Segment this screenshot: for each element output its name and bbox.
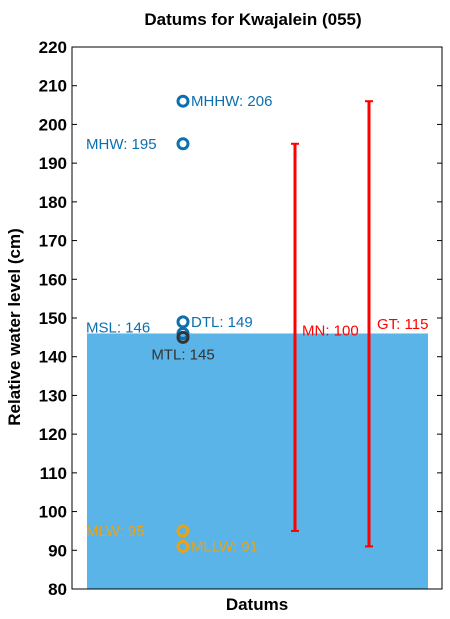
y-tick-label: 200 xyxy=(39,115,67,134)
y-tick-label: 190 xyxy=(39,154,67,173)
range-label-gt: GT: 115 xyxy=(377,316,428,333)
y-tick-label: 180 xyxy=(39,193,67,212)
datum-point-mhhw xyxy=(176,94,190,108)
y-tick-label: 210 xyxy=(39,77,67,96)
y-tick-label: 220 xyxy=(39,38,67,57)
y-axis-ticks: 80 90 100 110 120 130 140 150 160 170 180 190 200 210… xyxy=(39,38,442,599)
y-tick-label: 150 xyxy=(39,309,67,328)
datum-point-mhw xyxy=(176,137,190,151)
datum-point-dtl xyxy=(176,315,190,329)
y-tick-label: 170 xyxy=(39,232,67,251)
datum-label-mllw: MLLW: 91 xyxy=(191,538,258,555)
datum-point-mtl xyxy=(176,330,190,344)
y-tick-label: 80 xyxy=(48,580,67,599)
y-tick-label: 130 xyxy=(39,386,67,405)
datum-label-mlw: MLW: 95 xyxy=(86,523,145,540)
datum-label-mtl: MTL: 145 xyxy=(151,346,214,363)
y-axis-label: Relative water level (cm) xyxy=(5,228,24,425)
x-axis-label: Datums xyxy=(226,595,288,614)
datum-label-mhhw: MHHW: 206 xyxy=(191,93,272,110)
y-tick-label: 120 xyxy=(39,425,67,444)
datum-label-mhw: MHW: 195 xyxy=(86,136,157,153)
y-tick-label: 140 xyxy=(39,348,67,367)
y-tick-label: 100 xyxy=(39,503,67,522)
chart-marks: MN: 100 GT: 115 MHHW: 206 MHW: 195 DTL: 149 M… xyxy=(86,93,428,555)
y-tick-label: 160 xyxy=(39,270,67,289)
datum-label-msl: MSL: 146 xyxy=(86,319,150,336)
chart-title: Datums for Kwajalein (055) xyxy=(144,10,361,29)
range-label-mn: MN: 100 xyxy=(302,322,359,339)
y-tick-label: 110 xyxy=(40,464,67,483)
datum-label-dtl: DTL: 149 xyxy=(191,314,253,331)
y-tick-label: 90 xyxy=(48,541,67,560)
datum-point-mllw xyxy=(176,539,190,553)
datum-point-mlw xyxy=(176,524,190,538)
